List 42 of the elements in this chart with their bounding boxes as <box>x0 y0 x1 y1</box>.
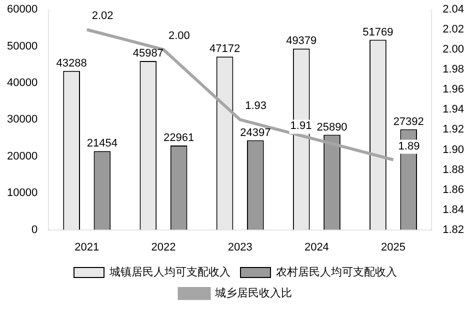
y-tick-label: 20000 <box>6 150 38 162</box>
x-tick-label: 2023 <box>228 241 252 254</box>
y2-tick-label: 1.88 <box>442 164 464 176</box>
y2-tick-label: 2.04 <box>442 4 464 16</box>
x-tick-label: 2021 <box>74 241 100 254</box>
y2-tick-label: 2.02 <box>442 24 464 36</box>
data-label: 1.91 <box>290 120 312 132</box>
data-label: 27392 <box>393 116 424 128</box>
data-label: 51769 <box>362 26 394 38</box>
y2-tick-label: 1.98 <box>442 64 464 76</box>
data-label: 24397 <box>240 126 271 139</box>
legend-label: 农村居民人均可支配收入 <box>276 266 397 279</box>
x-tick-label: 2025 <box>381 241 406 254</box>
y2-tick-label: 1.84 <box>442 204 464 216</box>
y2-tick-label: 2.00 <box>442 44 464 56</box>
y2-tick-label: 1.86 <box>442 184 464 196</box>
y2-tick-label: 1.90 <box>442 144 464 156</box>
data-label: 43288 <box>56 57 87 70</box>
legend-label: 城乡居民收入比 <box>214 286 292 300</box>
y-tick-label: 50000 <box>6 40 38 52</box>
data-label: 2.02 <box>92 10 114 22</box>
data-label: 2.00 <box>168 30 190 42</box>
y-tick-label: 40000 <box>6 77 38 90</box>
data-label: 25890 <box>316 121 348 134</box>
x-tick-label: 2022 <box>151 241 176 254</box>
y2-tick-label: 1.92 <box>442 124 464 136</box>
y-tick-label: 30000 <box>6 114 38 126</box>
data-label: 22961 <box>164 132 194 144</box>
data-label: 49379 <box>286 35 317 48</box>
data-label: 21454 <box>86 138 118 150</box>
y-tick-label: 0 <box>31 224 38 236</box>
y-tick-label: 60000 <box>6 4 38 16</box>
y2-tick-label: 1.82 <box>442 224 464 236</box>
y2-tick-label: 1.94 <box>442 104 464 116</box>
data-label: 45987 <box>132 48 164 60</box>
data-label: 1.89 <box>398 140 420 152</box>
y2-tick-label: 1.96 <box>442 84 464 96</box>
y-tick-label: 10000 <box>6 187 38 200</box>
data-label: 1.93 <box>245 100 267 112</box>
data-label: 47172 <box>209 43 240 56</box>
x-tick-label: 2024 <box>304 241 329 254</box>
legend-label: 城镇居民人均可支配收入 <box>108 266 230 279</box>
